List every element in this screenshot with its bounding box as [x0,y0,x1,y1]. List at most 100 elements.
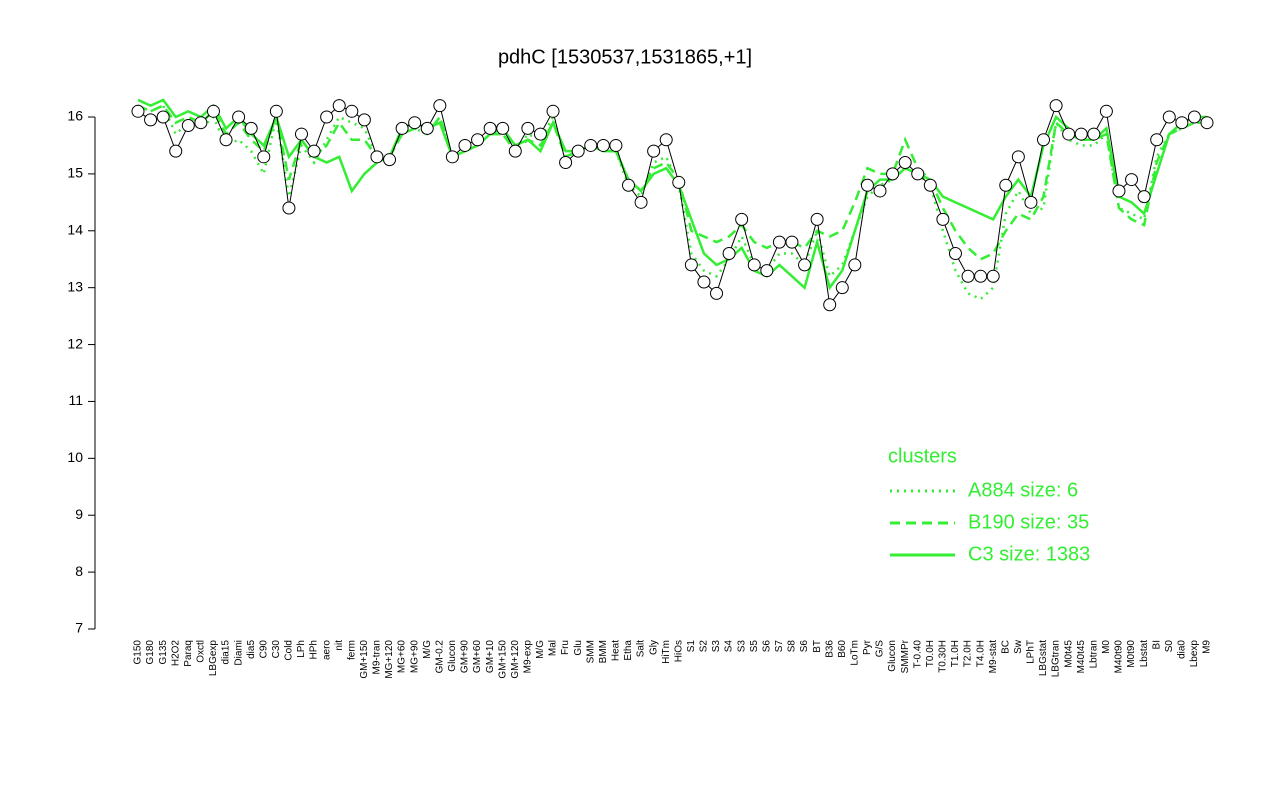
data-point [621,178,635,192]
x-tick-label: GM+10 [485,640,496,674]
data-point [1162,110,1176,124]
x-tick-label: Glucon [887,640,898,672]
x-tick-label: Glu [573,640,584,656]
data-point [1087,127,1101,141]
data-point [357,113,371,127]
data-point [508,144,522,158]
x-tick-label: BMM [598,640,609,663]
data-point [760,264,774,278]
x-tick-label: Salt [636,640,647,657]
data-point [521,121,535,135]
data-point [974,269,988,283]
data-point [647,144,661,158]
x-tick-label: M9-stat [988,640,999,674]
x-tick-label: Cold [284,640,295,661]
data-point [747,258,761,272]
data-point [1112,184,1126,198]
x-tick-label: GM+60 [472,640,483,674]
data-point [294,127,308,141]
data-point [911,167,925,181]
x-tick-label: B60 [837,640,848,658]
data-point [383,153,397,167]
data-point [886,167,900,181]
data-point [772,235,786,249]
x-tick-label: Lbtran [1088,640,1099,668]
y-tick-label: 8 [75,563,83,579]
x-tick-label: Heat [611,640,622,661]
data-point [194,116,208,130]
x-tick-label: M9-tran [372,640,383,674]
x-tick-label: Gly [648,640,659,655]
data-point [370,150,384,164]
data-point [596,138,610,152]
data-point [1200,116,1214,130]
data-point [697,275,711,289]
x-tick-label: aero [321,640,332,660]
x-tick-label: G150 [133,640,144,665]
data-point [1024,195,1038,209]
data-point [659,133,673,147]
x-tick-label: Mal [548,640,559,656]
x-tick-label: Pyr [862,639,873,655]
x-tick-label: S3 [711,640,722,653]
data-point [181,119,195,133]
data-point [445,150,459,164]
y-tick-label: 12 [67,335,83,351]
data-point [1074,127,1088,141]
x-tick-label: LPhT [1026,640,1037,664]
data-point [798,258,812,272]
x-tick-label: BI [1151,640,1162,649]
x-tick-label: MG+120 [384,640,395,679]
data-point [1137,190,1151,204]
data-point [1049,99,1063,113]
x-tick-label: Lbexp [1189,640,1200,668]
data-point [433,99,447,113]
x-tick-label: G135 [158,640,169,665]
data-point [710,286,724,300]
data-point [948,247,962,261]
x-tick-label: HiOs [673,640,684,662]
x-tick-label: S2 [699,640,710,653]
data-point [609,138,623,152]
data-point [785,235,799,249]
x-tick-label: HPh [309,640,320,659]
x-tick-label: Lbstat [1139,640,1150,667]
data-point [219,133,233,147]
y-tick-label: 13 [67,278,83,294]
x-tick-label: M0 [1101,640,1112,654]
data-point [496,121,510,135]
x-tick-label: Paraq [183,640,194,667]
x-tick-label: dia0 [1176,640,1187,659]
x-tick-label: B36 [824,640,835,658]
x-tick-label: LPh [296,640,307,658]
x-tick-label: GM+120 [510,640,521,679]
data-point [722,247,736,261]
x-tick-label: M9-exp [523,640,534,674]
x-tick-label: S8 [787,640,798,653]
data-point [471,133,485,147]
x-tick-label: S1 [686,640,697,653]
data-point [923,178,937,192]
x-tick-label: LBGstat [1038,640,1049,676]
data-point [169,144,183,158]
x-tick-label: SMMPr [900,639,911,673]
x-tick-label: GM+150 [359,640,370,679]
data-point [483,121,497,135]
y-tick-label: 9 [75,506,83,522]
legend-label: C3 size: 1383 [968,543,1090,565]
x-tick-label: H2O2 [170,640,181,667]
data-point [307,144,321,158]
data-point [131,104,145,118]
x-tick-label: G180 [145,640,156,665]
x-tick-label: S6 [799,640,810,653]
x-tick-label: HiTm [661,640,672,664]
data-point [634,195,648,209]
cluster-line [137,98,1207,291]
y-tick-label: 7 [75,620,83,636]
data-point [257,150,271,164]
x-tick-label: GM-0.2 [434,640,445,674]
x-tick-label: S7 [774,640,785,653]
x-tick-label: Etha [623,640,634,661]
x-tick-label: M/G [422,640,433,659]
